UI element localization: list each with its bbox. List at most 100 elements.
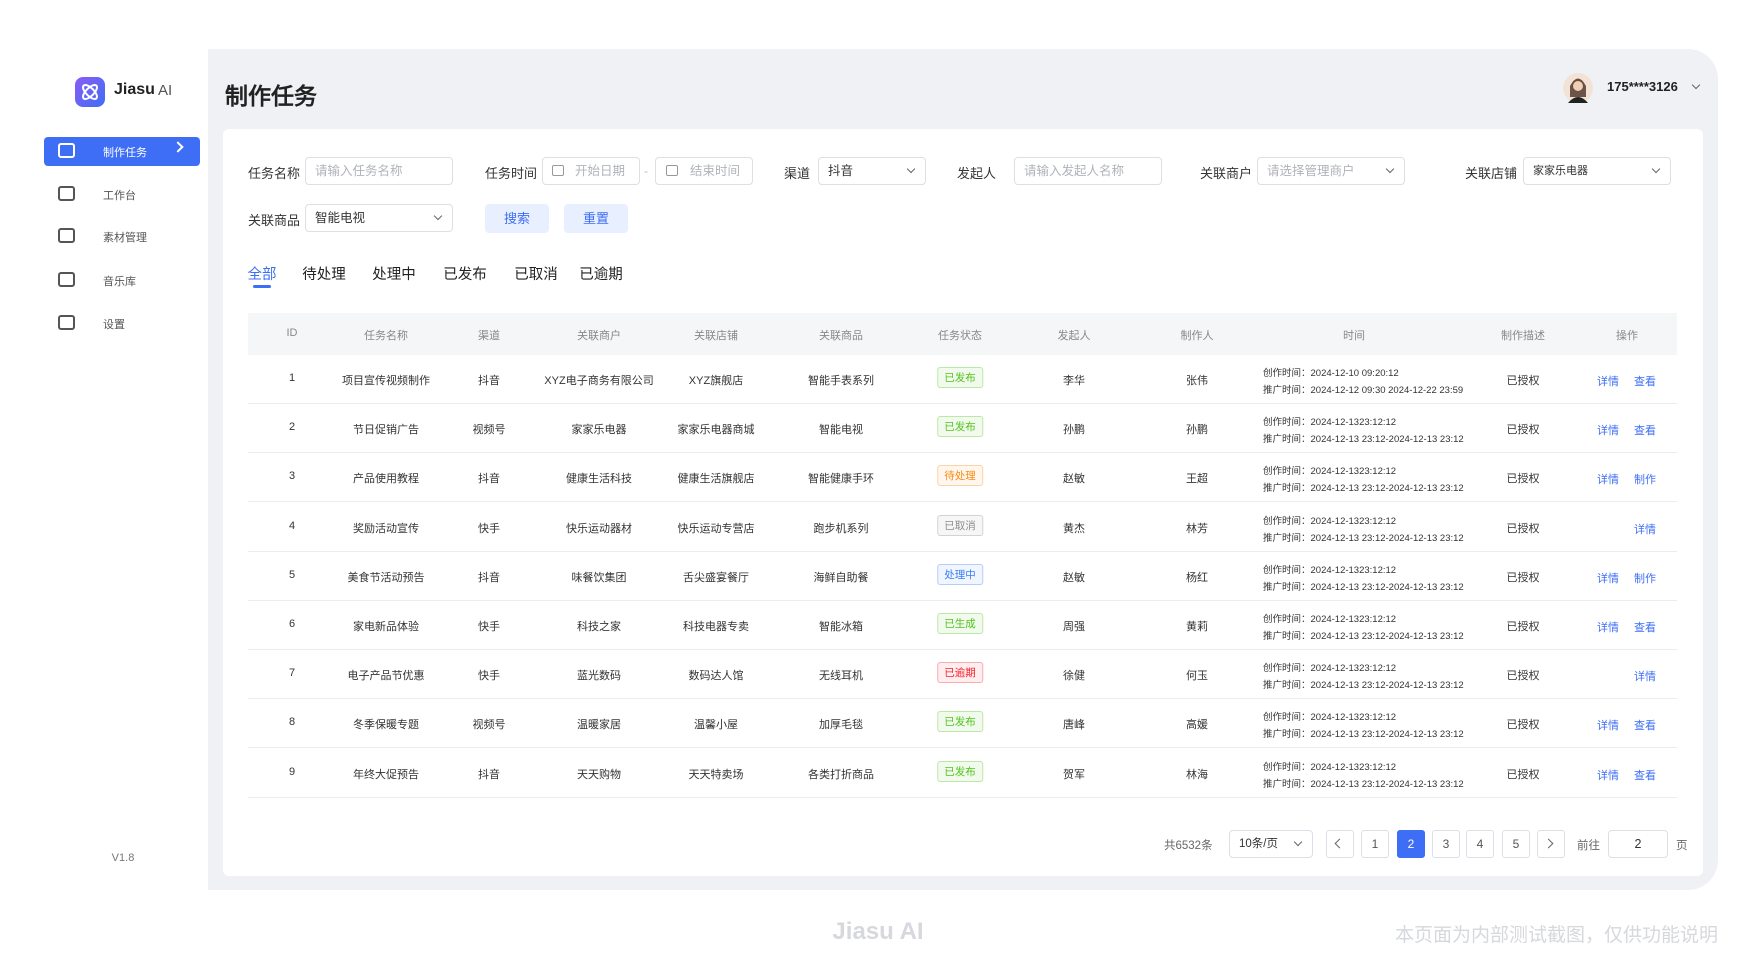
table-cell: 天天特卖场 [688, 768, 744, 781]
action-link[interactable]: 详情 [1597, 769, 1619, 782]
page-title: 制作任务 [225, 83, 317, 109]
nav-item[interactable]: 音乐库 [103, 276, 136, 288]
created-time: 创作时间：2024-12-1323:12:12 [1263, 417, 1397, 429]
input-box[interactable]: 抖音 [818, 157, 926, 185]
table-cell: 加厚毛毯 [819, 719, 863, 732]
nav-item[interactable]: 工作台 [103, 190, 136, 202]
user-name[interactable]: 175****3126 [1607, 79, 1678, 94]
nav-item[interactable]: 制作任务 [103, 147, 147, 159]
action-link[interactable]: 详情 [1597, 425, 1619, 438]
action-link[interactable]: 详情 [1597, 376, 1619, 388]
action-link[interactable]: 详情 [1597, 474, 1619, 487]
table-cell: 2 [288, 421, 296, 434]
input-box[interactable]: 开始日期 [542, 157, 640, 185]
page-button[interactable]: 1 [1361, 830, 1389, 858]
row-divider [248, 599, 1677, 601]
filter-label: 发起人 [957, 166, 997, 181]
tab[interactable]: 已逾期 [579, 267, 623, 283]
nav-active-bg [44, 137, 200, 166]
action-link[interactable]: 详情 [1597, 622, 1619, 634]
page-button[interactable]: 3 [1432, 830, 1460, 858]
table-cell: 健康生活科技 [566, 473, 632, 486]
input-box[interactable]: 结束时间 [655, 157, 753, 185]
action-link[interactable]: 查看 [1634, 769, 1656, 782]
status-tag: 已取消 [937, 514, 983, 536]
table-cell: 视频号 [472, 424, 506, 437]
table-cell: 快乐运动专营店 [677, 522, 755, 535]
table-cell: 杨红 [1186, 571, 1208, 584]
table-cell: 何玉 [1186, 670, 1208, 683]
column-header: 关联商品 [819, 330, 863, 342]
input-box[interactable]: 请输入发起人名称 [1014, 157, 1162, 185]
table-header-bg [248, 313, 1677, 355]
table-cell: 已授权 [1506, 621, 1540, 633]
column-header: 制作人 [1180, 330, 1214, 342]
table-cell: 味餐饮集团 [571, 571, 627, 584]
column-header: 关联商户 [577, 330, 621, 342]
nav-item[interactable]: 素材管理 [103, 232, 147, 244]
column-header: 操作 [1616, 330, 1638, 342]
input-box[interactable]: 智能电视 [305, 204, 453, 232]
search-button[interactable]: 搜索 [485, 204, 549, 233]
page-button[interactable] [1326, 830, 1354, 858]
reset-button[interactable]: 重置 [564, 204, 628, 233]
tab[interactable]: 全部 [247, 267, 277, 283]
tab[interactable]: 处理中 [372, 267, 416, 283]
avatar[interactable] [1563, 73, 1593, 103]
tab[interactable]: 待处理 [302, 267, 346, 283]
table-cell: 徐健 [1063, 670, 1085, 683]
page-button[interactable]: 2 [1397, 830, 1425, 858]
column-header: 时间 [1343, 330, 1365, 342]
table-cell: 产品使用教程 [353, 473, 419, 486]
action-link[interactable]: 详情 [1597, 720, 1619, 733]
row-divider [248, 452, 1677, 454]
action-link[interactable]: 详情 [1597, 572, 1619, 585]
table-cell: 温馨小屋 [694, 719, 738, 732]
action-link[interactable]: 详情 [1634, 523, 1656, 536]
page-button[interactable] [1537, 830, 1565, 858]
action-link[interactable]: 详情 [1634, 671, 1656, 684]
page-button[interactable]: 4 [1466, 830, 1494, 858]
input-box[interactable]: 请选择管理商户 [1257, 157, 1405, 185]
input-box[interactable]: 家家乐电器 [1523, 157, 1671, 185]
table-cell: 奖励活动宣传 [353, 522, 419, 535]
nav-icon [58, 228, 75, 243]
table-cell: 5 [288, 568, 296, 581]
action-link[interactable]: 查看 [1634, 622, 1656, 634]
table-cell: 抖音 [478, 473, 500, 486]
table-cell: 高媛 [1186, 719, 1208, 732]
created-time: 创作时间：2024-12-1323:12:12 [1263, 761, 1397, 773]
table-cell: 4 [288, 519, 296, 532]
page-button[interactable]: 5 [1502, 830, 1530, 858]
input-box[interactable]: 10条/页 [1229, 830, 1313, 858]
nav-item[interactable]: 设置 [103, 319, 125, 331]
table-cell: 已授权 [1506, 670, 1540, 683]
input-box[interactable]: 请输入任务名称 [305, 157, 453, 185]
action-link[interactable]: 查看 [1634, 376, 1656, 388]
table-cell: 智能冰箱 [819, 621, 863, 633]
filter-label: 关联商品 [248, 213, 301, 228]
created-time: 创作时间：2024-12-1323:12:12 [1263, 663, 1397, 675]
status-tag: 已发布 [937, 760, 983, 782]
filter-label: 任务名称 [248, 166, 301, 181]
table-cell: 7 [288, 667, 296, 680]
nav-icon [58, 143, 75, 158]
status-tag: 已发布 [937, 711, 983, 733]
action-link[interactable]: 制作 [1634, 572, 1656, 585]
input-box[interactable]: 2 [1608, 830, 1668, 858]
tab[interactable]: 已取消 [514, 267, 558, 283]
column-header: 渠道 [478, 330, 500, 342]
footer-brand: Jiasu AI [832, 918, 924, 945]
table-cell: 已授权 [1506, 473, 1540, 486]
action-link[interactable]: 制作 [1634, 474, 1656, 487]
action-link[interactable]: 查看 [1634, 425, 1656, 438]
row-divider [248, 698, 1677, 700]
calendar-icon [552, 165, 564, 176]
tab[interactable]: 已发布 [443, 267, 487, 283]
action-link[interactable]: 查看 [1634, 720, 1656, 733]
table-cell: 各类打折商品 [808, 768, 874, 781]
table-cell: 已授权 [1506, 571, 1540, 584]
created-time: 创作时间：2024-12-10 09:20:12 [1263, 368, 1399, 379]
table-cell: 快手 [478, 670, 500, 683]
table-cell: 电子产品节优惠 [347, 670, 425, 683]
